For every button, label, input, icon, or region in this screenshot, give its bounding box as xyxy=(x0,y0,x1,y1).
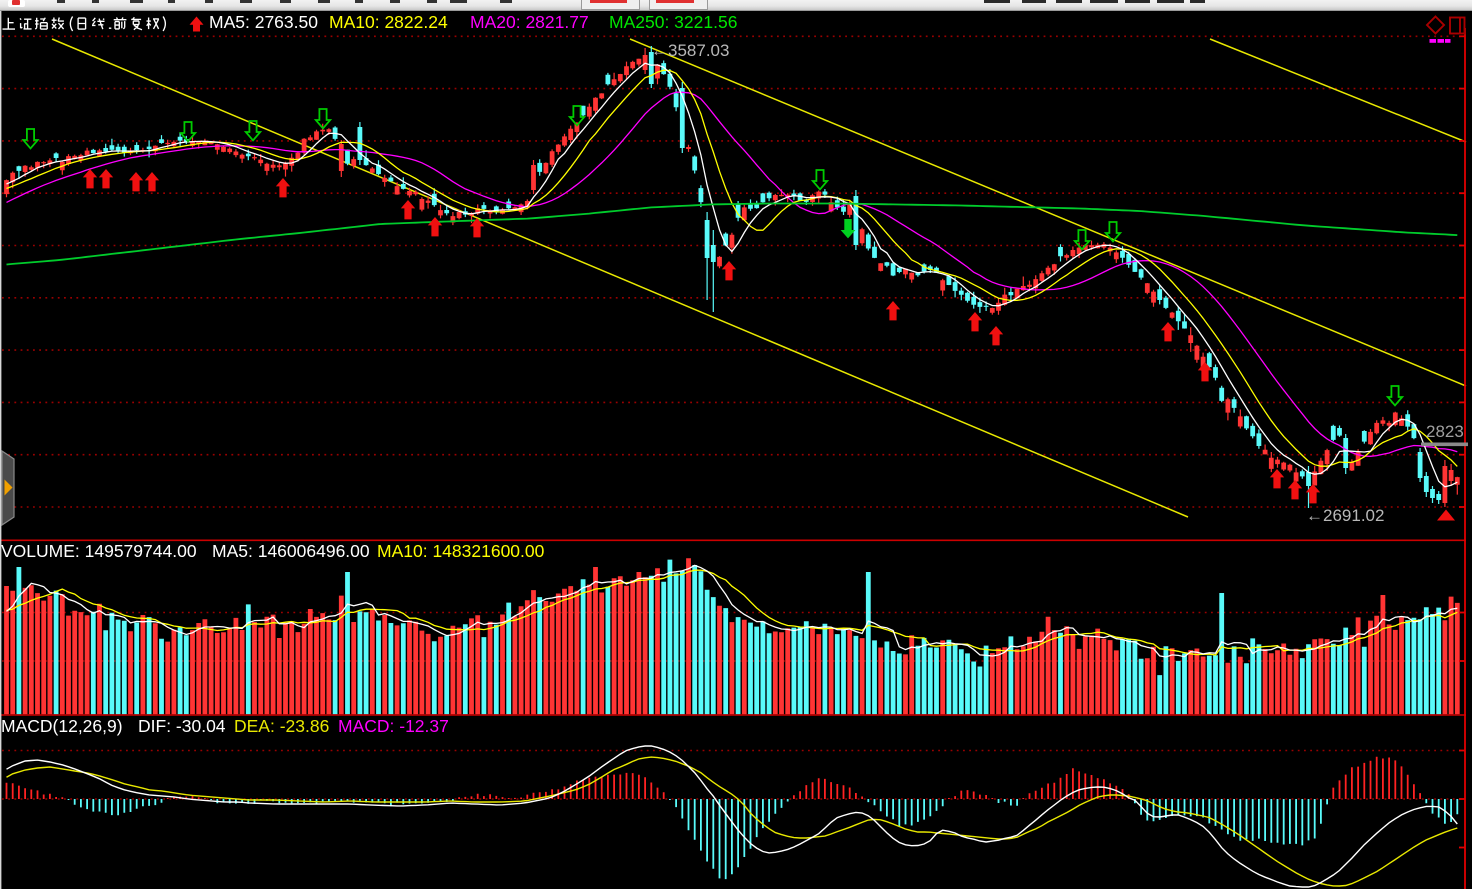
svg-text:←3587.03: ←3587.03 xyxy=(651,41,729,60)
svg-text:2823: 2823 xyxy=(1426,422,1464,441)
svg-text:←2691.02: ←2691.02 xyxy=(1306,506,1384,525)
